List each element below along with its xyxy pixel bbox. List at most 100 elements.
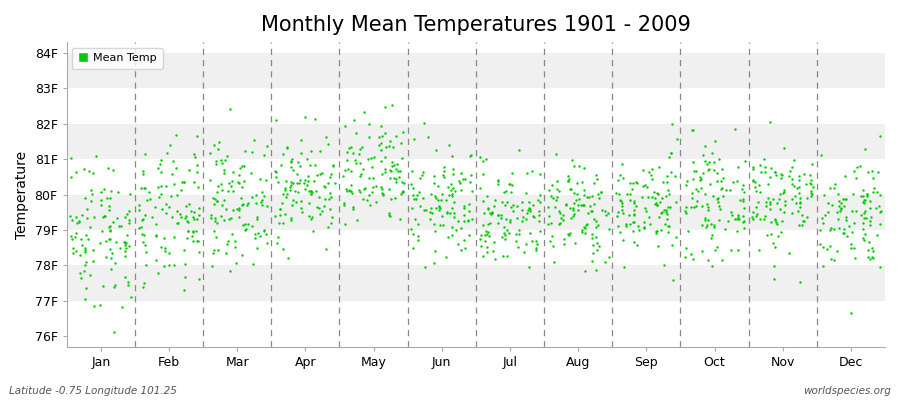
Point	[170, 192, 184, 198]
Point	[761, 195, 776, 201]
Point	[773, 229, 788, 236]
Point	[847, 220, 861, 226]
Point	[749, 204, 763, 210]
Point	[461, 217, 475, 223]
Point	[580, 222, 594, 228]
Point	[476, 158, 491, 164]
Point	[342, 144, 356, 151]
Point	[162, 250, 176, 256]
Point	[353, 146, 367, 152]
Point	[154, 183, 168, 189]
Point	[659, 207, 673, 214]
Bar	[67, 88, 885, 124]
Point	[317, 203, 331, 209]
Point	[174, 187, 188, 193]
Point	[528, 238, 543, 244]
Point	[122, 208, 137, 214]
Point	[689, 186, 704, 192]
Point	[221, 216, 236, 222]
Point	[520, 210, 535, 216]
Point	[839, 217, 853, 223]
Point	[872, 264, 886, 270]
Point	[472, 154, 487, 160]
Point	[664, 168, 679, 175]
Point	[210, 198, 224, 205]
Point	[388, 194, 402, 201]
Point	[730, 228, 744, 234]
Point	[338, 186, 353, 193]
Point	[562, 176, 577, 182]
Point	[69, 230, 84, 236]
Point	[872, 221, 886, 227]
Point	[390, 160, 404, 167]
Point	[98, 213, 112, 219]
Point	[396, 188, 410, 195]
Title: Monthly Mean Temperatures 1901 - 2009: Monthly Mean Temperatures 1901 - 2009	[261, 15, 691, 35]
Point	[499, 216, 513, 222]
Point	[94, 227, 109, 234]
Point	[180, 219, 194, 225]
Point	[203, 214, 218, 221]
Point	[424, 205, 438, 211]
Point	[232, 214, 247, 221]
Point	[87, 214, 102, 220]
Point	[850, 164, 864, 170]
Point	[118, 239, 132, 245]
Point	[338, 221, 352, 227]
Point	[710, 178, 724, 185]
Point	[803, 180, 817, 186]
Point	[724, 247, 738, 253]
Point	[259, 203, 274, 209]
Point	[575, 227, 590, 234]
Point	[365, 189, 380, 195]
Point	[165, 171, 179, 177]
Point	[268, 168, 283, 174]
Point	[585, 258, 599, 264]
Point	[284, 178, 299, 185]
Point	[694, 203, 708, 210]
Point	[457, 212, 472, 218]
Point	[510, 244, 525, 250]
Point	[320, 180, 335, 186]
Point	[395, 155, 410, 161]
Point	[81, 168, 95, 174]
Point	[861, 168, 876, 175]
Point	[709, 244, 724, 250]
Point	[825, 202, 840, 208]
Point	[166, 158, 180, 164]
Point	[285, 197, 300, 204]
Point	[710, 170, 724, 176]
Point	[858, 208, 872, 214]
Point	[409, 196, 423, 202]
Point	[177, 179, 192, 186]
Point	[823, 243, 837, 250]
Point	[485, 210, 500, 216]
Point	[382, 212, 397, 218]
Point	[845, 208, 859, 214]
Point	[103, 246, 117, 252]
Point	[768, 244, 782, 250]
Point	[580, 194, 594, 201]
Point	[639, 208, 653, 214]
Point	[770, 172, 784, 178]
Point	[186, 151, 201, 157]
Point	[599, 211, 614, 218]
Point	[488, 256, 502, 262]
Point	[500, 253, 514, 259]
Point	[179, 203, 194, 209]
Point	[73, 270, 87, 276]
Point	[248, 234, 263, 241]
Point	[185, 229, 200, 235]
Point	[303, 188, 318, 194]
Point	[382, 210, 396, 216]
Point	[837, 203, 851, 209]
Point	[867, 184, 881, 191]
Point	[308, 116, 322, 122]
Point	[482, 220, 497, 226]
Point	[84, 186, 98, 193]
Point	[866, 174, 880, 181]
Point	[792, 184, 806, 190]
Point	[341, 166, 356, 172]
Point	[428, 205, 443, 212]
Point	[849, 175, 863, 181]
